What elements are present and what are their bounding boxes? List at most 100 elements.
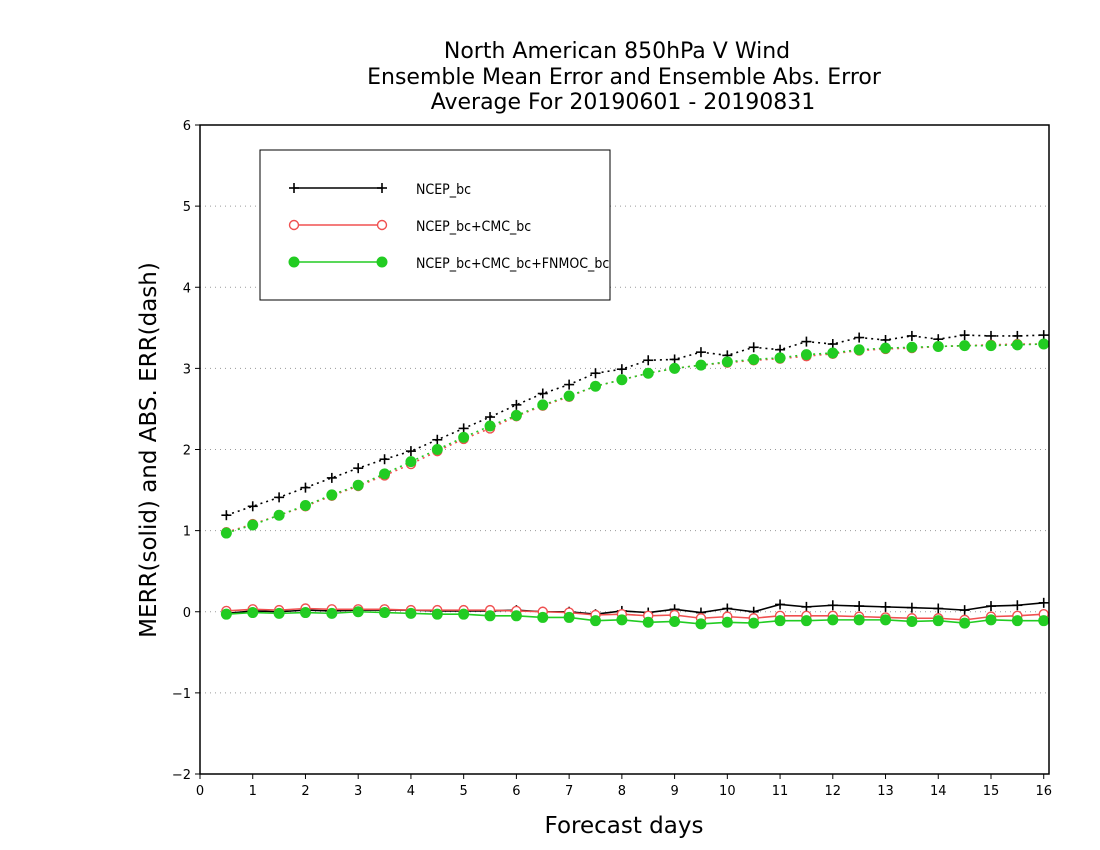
abs-err-point [247,519,259,531]
x-tick-label: 2 [301,784,309,799]
abs-err-point [590,368,601,379]
abs-err-point [643,355,654,366]
merr-point [854,601,865,612]
merr-point [1038,615,1050,627]
legend-label: NCEP_bc [416,182,471,198]
abs-err-point [220,527,232,539]
merr-point [695,618,707,630]
abs-err-point [247,501,258,512]
series-2 [221,338,1049,626]
x-tick-label: 1 [249,784,257,799]
x-tick-label: 6 [512,784,520,799]
legend-marker-start [288,256,300,268]
merr-point [985,601,996,612]
y-tick-label: −1 [172,687,191,702]
abs-err-line [226,343,1044,534]
abs-err-point [827,347,839,359]
x-tick-label: 9 [670,784,678,799]
y-tick-label: 2 [183,444,191,459]
legend: NCEP_bc NCEP_bc+CMC_bc NCEP_bc+CMC_bc+FNMO… [259,149,611,301]
merr-point [1012,600,1023,611]
x-tick-label: 3 [354,784,362,799]
merr-point [853,614,865,626]
x-tick-label: 10 [719,784,736,799]
abs-err-point [748,342,759,353]
abs-err-point [1038,338,1050,350]
abs-err-point [669,354,680,365]
abs-err-point [458,423,469,434]
abs-err-point [564,379,575,390]
y-tick-label: 0 [183,606,191,621]
abs-err-point [800,349,812,361]
merr-point [775,599,786,610]
x-tick-label: 13 [877,784,894,799]
abs-err-point [300,482,311,493]
abs-err-point [959,340,971,352]
abs-err-point [932,340,944,352]
abs-err-point [642,367,654,379]
merr-point [299,607,311,619]
abs-err-point [273,509,285,521]
merr-point [748,617,760,629]
merr-point [484,610,496,622]
abs-err-point [748,353,760,365]
merr-point [932,615,944,627]
legend-item-2: NCEP_bc+CMC_bc [288,219,531,235]
x-axis-title: Forecast days [545,813,704,839]
abs-err-point [985,340,997,352]
merr-point [933,603,944,614]
y-tick-label: 4 [183,281,191,296]
legend-items: NCEP_bc NCEP_bc+CMC_bc NCEP_bc+CMC_bc+FNMO… [288,182,609,272]
abs-err-point [906,330,917,341]
x-tick-label: 0 [196,784,204,799]
abs-err-point [432,434,443,445]
abs-err-point [959,330,970,341]
abs-err-point [669,362,681,374]
merr-point [352,606,364,618]
abs-err-point [827,339,838,350]
legend-label: NCEP_bc+CMC_bc+FNMOC_bc [416,256,609,272]
merr-point [721,616,733,628]
merr-point [774,615,786,627]
abs-err-point [352,479,364,491]
legend-marker-end [377,183,387,193]
abs-err-point [695,347,706,358]
abs-err-point [274,492,285,503]
merr-point [563,611,575,623]
abs-err-point [353,463,364,474]
merr-point [801,601,812,612]
abs-err-point [616,374,628,386]
title-line-3: Average For 20190601 - 20190831 [431,90,816,115]
abs-err-point [537,399,549,411]
legend-marker-start [288,219,300,231]
series-1 [221,330,1049,620]
abs-err-point [510,409,522,421]
merr-point [906,615,918,627]
merr-point [431,608,443,620]
merr-point [537,611,549,623]
x-tick-label: 14 [930,784,947,799]
title-line-2: Ensemble Mean Error and Ensemble Abs. Er… [367,65,882,90]
abs-err-point [405,446,416,457]
merr-point [220,608,232,620]
abs-err-point [484,420,496,432]
abs-err-point [405,456,417,468]
x-tick-label: 15 [983,784,1000,799]
merr-point [880,614,892,626]
abs-err-point [774,352,786,364]
abs-err-point [458,431,470,443]
abs-err-point [616,364,627,375]
merr-point [985,614,997,626]
x-tick-label: 16 [1035,784,1052,799]
x-tick-label: 11 [772,784,789,799]
x-tick-label: 4 [407,784,415,799]
y-axis-title: MERR(solid) and ABS. ERR(dash) [136,262,162,638]
legend-marker-end [376,256,388,268]
abs-err-point [801,336,812,347]
x-tick-label: 5 [460,784,468,799]
abs-err-point [1038,330,1049,341]
abs-err-point [485,412,496,423]
abs-err-point [695,359,707,371]
merr-point [800,615,812,627]
